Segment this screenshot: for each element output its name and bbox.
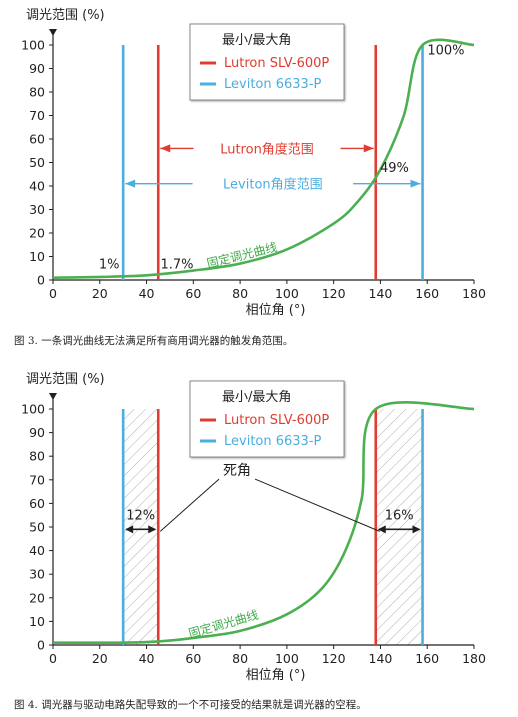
x-tick-label: 160 — [415, 286, 439, 301]
y-tick-label: 20 — [29, 226, 45, 241]
dead-zone-pointer-line — [254, 478, 380, 532]
y-tick-label: 20 — [29, 590, 45, 605]
y-tick-label: 80 — [29, 85, 45, 100]
y-tick-label: 100 — [21, 402, 45, 417]
y-axis-label: 调光范围 (%) — [26, 8, 105, 23]
figure-4-chart: 0 10 20 30 40 50 60 70 80 90 100 0 20 40 60 80 100 120 140… — [21, 372, 486, 683]
y-tick-label: 80 — [29, 449, 45, 464]
x-tick-label: 60 — [185, 651, 201, 666]
x-tick-label: 160 — [415, 651, 439, 666]
y-tick-label: 0 — [37, 638, 45, 653]
figure-3-chart: 0 10 20 30 40 50 60 70 80 90 100 0 20 40 60 80 100 120 140… — [21, 8, 486, 318]
x-tick-label: 180 — [462, 651, 486, 666]
arrowhead-right-icon — [363, 144, 374, 153]
y-tick-label: 70 — [29, 472, 45, 487]
x-tick-label: 40 — [139, 651, 155, 666]
legend-title: 最小/最大角 — [222, 33, 291, 48]
range-arrow-label: Leviton角度范围 — [223, 177, 323, 193]
y-tick-label: 90 — [29, 61, 45, 76]
y-tick-label: 50 — [29, 520, 45, 535]
arrowhead-left-icon — [125, 525, 134, 534]
dimming-curve — [52, 401, 475, 645]
arrowhead-right-icon — [412, 525, 421, 534]
y-tick-label: 100 — [21, 38, 45, 53]
figure-3-caption: 图 3. 一条调光曲线无法满足所有商用调光器的触发角范围。 — [14, 335, 294, 347]
arrowhead-left-icon — [160, 144, 171, 153]
y-tick-label: 60 — [29, 132, 45, 147]
legend-label: Lutron SLV-600P — [224, 56, 329, 71]
x-tick-label: 100 — [275, 286, 299, 301]
x-tick-label: 20 — [92, 651, 108, 666]
arrowhead-left-icon — [125, 179, 136, 188]
x-tick-label: 120 — [322, 286, 346, 301]
y-axis-arrow-icon — [49, 393, 57, 400]
dead-zone-value: 16% — [385, 508, 414, 523]
y-axis-arrow-icon — [49, 29, 57, 36]
dimming-curve — [52, 38, 475, 279]
curve-label: 固定调光曲线 — [205, 239, 279, 271]
dead-zone-hatch-0 — [123, 409, 159, 645]
arrowhead-right-icon — [410, 179, 421, 188]
x-tick-label: 0 — [49, 286, 57, 301]
legend-title: 最小/最大角 — [222, 390, 291, 405]
dead-zone-pointer-line — [159, 478, 220, 532]
y-tick-label: 40 — [29, 543, 45, 558]
y-tick-label: 10 — [29, 614, 45, 629]
dead-zone-value: 12% — [126, 508, 155, 523]
curve-label: 固定调光曲线 — [187, 607, 260, 641]
x-tick-label: 140 — [369, 286, 393, 301]
y-tick-label: 10 — [29, 249, 45, 264]
x-tick-label: 180 — [462, 286, 486, 301]
legend-label: Leviton 6633-P — [224, 434, 322, 449]
y-tick-label: 40 — [29, 179, 45, 194]
legend-label: Leviton 6633-P — [224, 77, 322, 92]
dead-zone-label: 死角 — [223, 463, 251, 479]
x-tick-label: 0 — [49, 651, 57, 666]
legend-label: Lutron SLV-600P — [224, 413, 329, 428]
range-arrow-label: Lutron角度范围 — [220, 141, 314, 157]
value-annotation: 49% — [380, 161, 409, 176]
x-tick-label: 100 — [275, 651, 299, 666]
y-tick-label: 30 — [29, 567, 45, 582]
y-axis-label: 调光范围 (%) — [26, 372, 105, 387]
arrowhead-right-icon — [148, 525, 157, 534]
x-axis-label: 相位角 (°) — [246, 668, 306, 683]
x-tick-label: 120 — [322, 651, 346, 666]
value-annotation: 100% — [427, 43, 464, 58]
y-tick-label: 70 — [29, 108, 45, 123]
value-annotation: 1% — [99, 257, 120, 272]
x-tick-label: 80 — [232, 286, 248, 301]
x-tick-label: 60 — [185, 286, 201, 301]
x-tick-label: 40 — [139, 286, 155, 301]
y-tick-label: 90 — [29, 425, 45, 440]
x-tick-label: 20 — [92, 286, 108, 301]
y-tick-label: 50 — [29, 155, 45, 170]
y-tick-label: 30 — [29, 202, 45, 217]
y-tick-label: 0 — [37, 273, 45, 288]
y-tick-label: 60 — [29, 496, 45, 511]
x-tick-label: 140 — [369, 651, 393, 666]
x-tick-label: 80 — [232, 651, 248, 666]
figure-4-caption: 图 4. 调光器与驱动电路失配导致的一个不可接受的结果就是调光器的空程。 — [14, 699, 367, 711]
arrowhead-left-icon — [377, 525, 386, 534]
value-annotation: 1.7% — [160, 257, 193, 272]
x-axis-label: 相位角 (°) — [246, 303, 306, 318]
